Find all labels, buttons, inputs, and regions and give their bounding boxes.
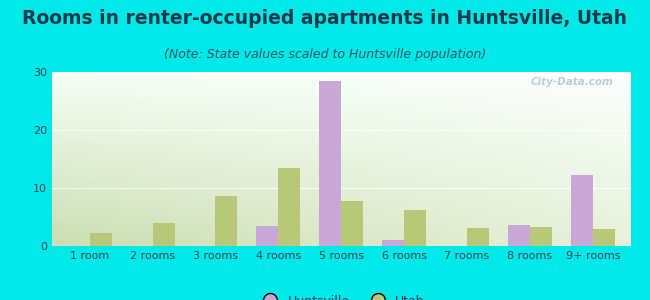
Bar (571, 175, 593, 246)
Bar (153, 223, 175, 246)
Bar (90, 233, 112, 246)
Bar (256, 226, 278, 246)
Bar (530, 227, 552, 246)
Bar (319, 81, 341, 246)
Bar (467, 228, 489, 246)
Bar (593, 229, 615, 246)
Text: City-Data.com: City-Data.com (530, 77, 613, 87)
Bar (278, 168, 300, 246)
Text: (Note: State values scaled to Huntsville population): (Note: State values scaled to Huntsville… (164, 48, 486, 61)
Bar (216, 196, 237, 246)
Bar (382, 240, 404, 246)
Text: Rooms in renter-occupied apartments in Huntsville, Utah: Rooms in renter-occupied apartments in H… (23, 9, 627, 28)
Bar (508, 224, 530, 246)
Bar (404, 210, 426, 246)
Bar (341, 201, 363, 246)
Legend: Huntsville, Utah: Huntsville, Utah (253, 290, 430, 300)
